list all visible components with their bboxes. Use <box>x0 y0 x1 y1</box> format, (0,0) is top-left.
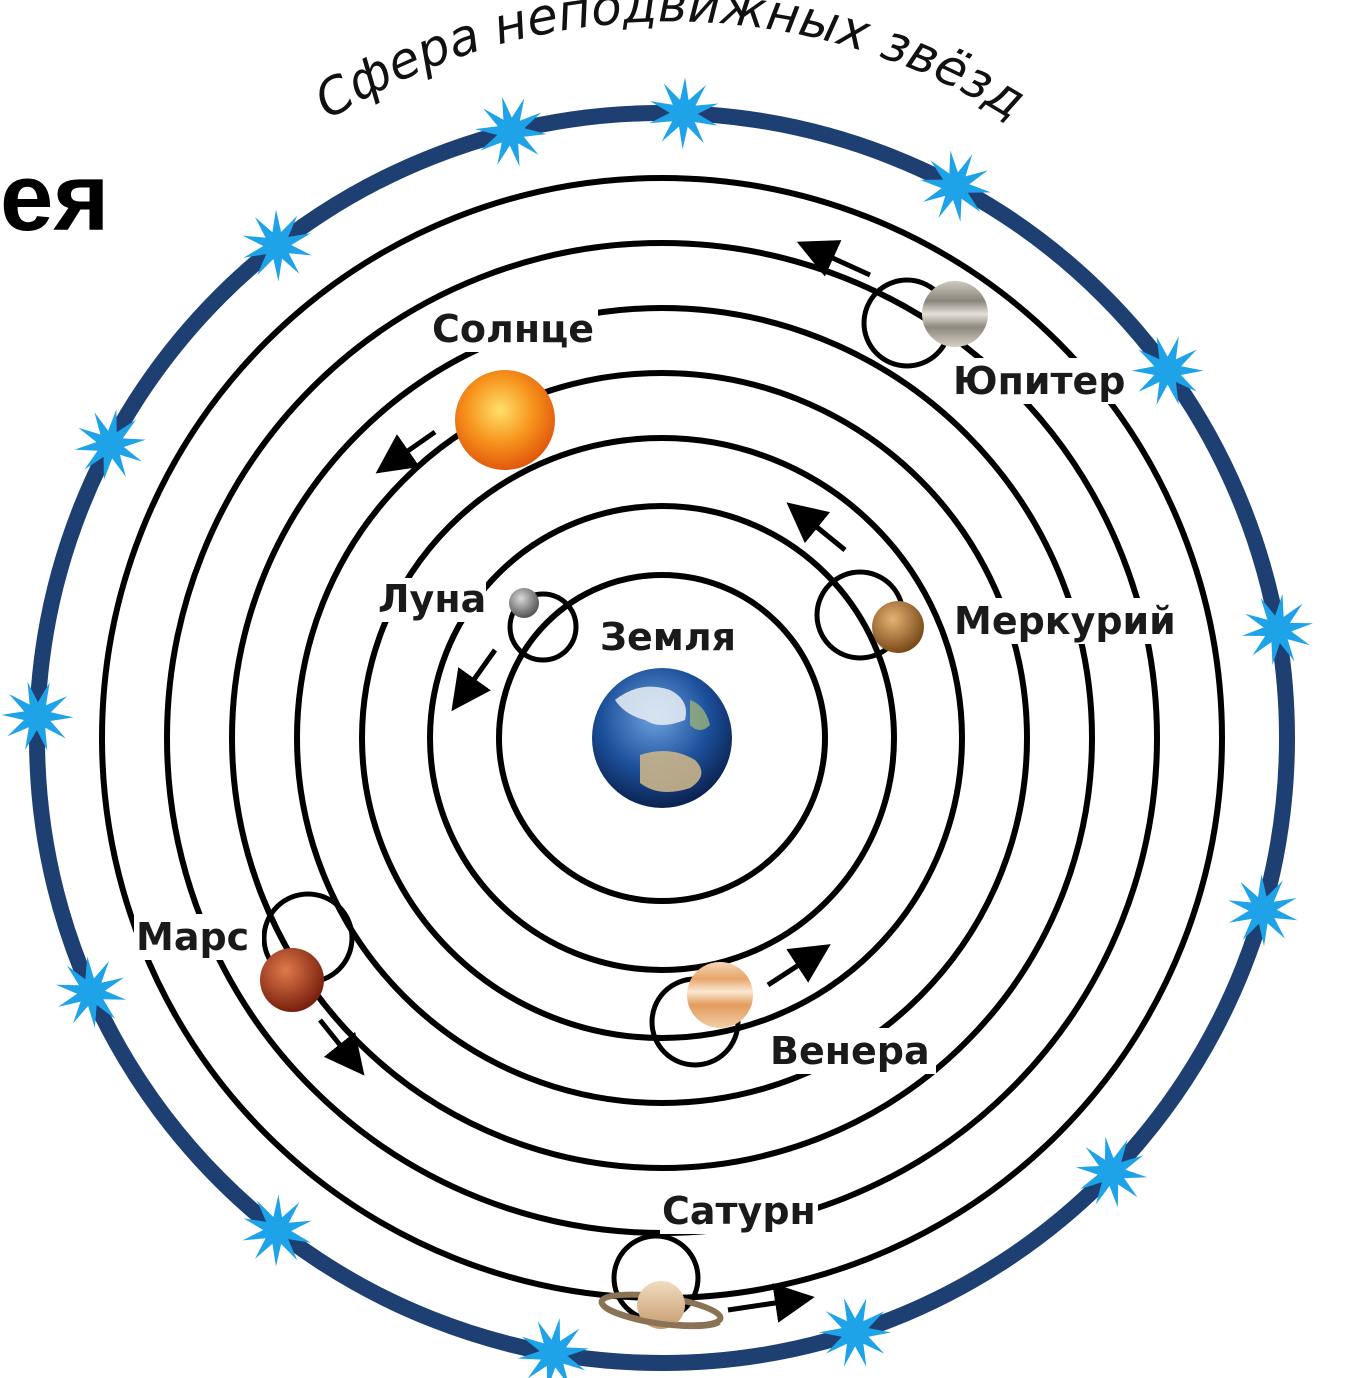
star-burst-icon <box>55 956 127 1028</box>
star-burst-icon <box>474 96 547 167</box>
orbit-4 <box>294 370 1030 1106</box>
orbit-direction-arrow-icon <box>375 429 437 474</box>
venus-icon <box>687 962 753 1028</box>
star-burst-icon <box>517 1318 590 1378</box>
label-moon: Луна <box>378 577 486 621</box>
star-burst-icon <box>1075 1136 1148 1208</box>
heading-fragment: ея <box>0 144 110 251</box>
sun-icon <box>455 370 555 470</box>
fixed-star-sphere <box>29 105 1295 1371</box>
label-jupiter: Юпитер <box>953 359 1125 403</box>
star-burst-icon <box>819 1298 892 1367</box>
star-burst-icon <box>1 681 74 751</box>
star-burst-icon <box>1131 336 1204 405</box>
star-burst-icon <box>649 77 719 150</box>
label-sun: Солнце <box>432 307 594 351</box>
mercury-icon <box>872 601 924 653</box>
star-burst-icon <box>74 409 146 480</box>
moon-icon <box>509 588 539 618</box>
label-mars: Марс <box>136 915 249 959</box>
orbit-direction-arrow-icon <box>727 1283 815 1323</box>
label-earth: Земля <box>600 615 736 659</box>
saturn-icon <box>598 1281 724 1330</box>
label-saturn: Сатурн <box>662 1189 816 1233</box>
jupiter-icon <box>922 281 988 347</box>
star-burst-icon <box>920 150 991 222</box>
labels: Солнце Юпитер Луна Земля Меркурий Марс В… <box>134 306 1190 1234</box>
orbit-direction-arrow-icon <box>318 1018 365 1076</box>
orbit-direction-arrow-icon <box>766 944 831 988</box>
star-burst-icon <box>242 1194 312 1267</box>
orbit-5 <box>229 305 1095 1171</box>
label-venus: Венера <box>770 1029 930 1073</box>
label-mercury: Меркурий <box>954 599 1176 643</box>
mars-icon <box>260 948 324 1012</box>
star-burst-icon <box>1242 593 1313 666</box>
star-burst-icon <box>242 209 312 282</box>
epicycle-moon <box>507 591 579 663</box>
orbit-direction-arrow-icon <box>451 648 498 712</box>
earth-globe-icon <box>592 668 732 808</box>
orbit-2 <box>427 503 897 973</box>
orbit-3 <box>359 435 965 1041</box>
orbit-direction-arrow-icon <box>786 502 847 552</box>
stars <box>1 77 1313 1378</box>
star-burst-icon <box>1228 874 1298 947</box>
direction-arrows <box>318 240 872 1323</box>
orbit-direction-arrow-icon <box>796 240 872 278</box>
orbit-1 <box>496 572 828 904</box>
orbits <box>99 175 1225 1301</box>
